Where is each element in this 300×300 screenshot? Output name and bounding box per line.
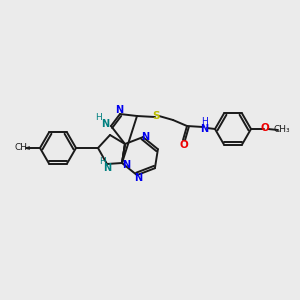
Text: CH₃: CH₃ (15, 143, 31, 152)
Text: N: N (115, 105, 123, 115)
Text: CH₃: CH₃ (274, 125, 290, 134)
Text: N: N (141, 132, 149, 142)
Text: N: N (122, 160, 130, 170)
Text: O: O (180, 140, 188, 150)
Text: S: S (152, 111, 160, 121)
Text: N: N (134, 173, 142, 183)
Text: N: N (200, 124, 208, 134)
Text: H: H (201, 116, 207, 125)
Text: H: H (99, 157, 105, 166)
Text: N: N (103, 163, 111, 173)
Text: O: O (261, 123, 269, 133)
Text: N: N (101, 119, 109, 129)
Text: H: H (96, 112, 102, 122)
